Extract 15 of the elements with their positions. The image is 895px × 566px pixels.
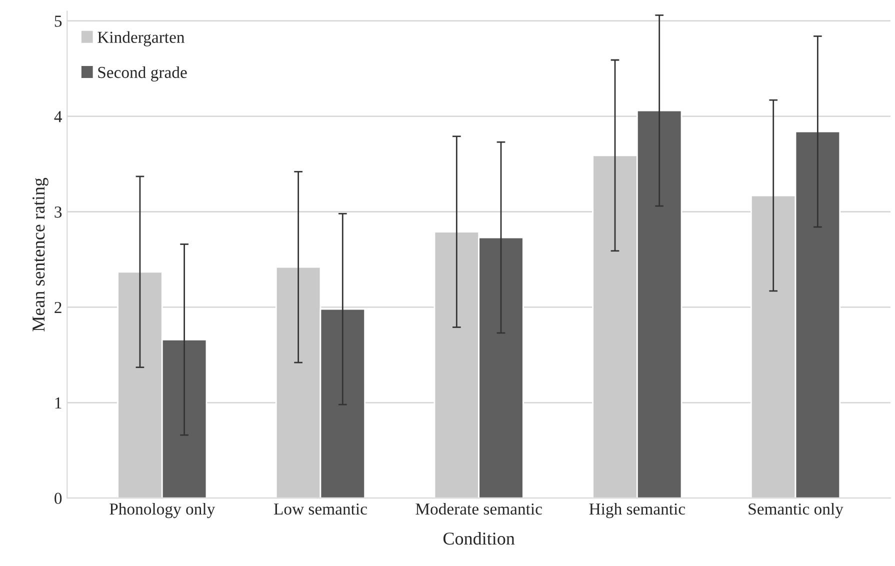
x-tick-label: Phonology only [110, 502, 216, 518]
y-tick-label: 4 [54, 111, 62, 122]
y-tick-label: 3 [54, 206, 62, 218]
x-tick-label: Moderate semantic [416, 502, 542, 515]
y-tick-label: 5 [54, 16, 62, 27]
y-tick-label: 2 [54, 302, 62, 313]
legend-label: Kindergarten [98, 31, 185, 46]
x-tick-label: High semantic [589, 502, 686, 518]
y-tick-label: 1 [55, 397, 62, 408]
x-tick-label: Semantic only [748, 502, 844, 518]
y-tick-label: 0 [54, 492, 62, 504]
x-tick-label: Low semantic [274, 503, 367, 515]
x-axis-title: Condition [443, 532, 515, 545]
y-axis-title: Mean sentence rating [32, 178, 48, 332]
legend-label: Second grade [98, 66, 187, 82]
